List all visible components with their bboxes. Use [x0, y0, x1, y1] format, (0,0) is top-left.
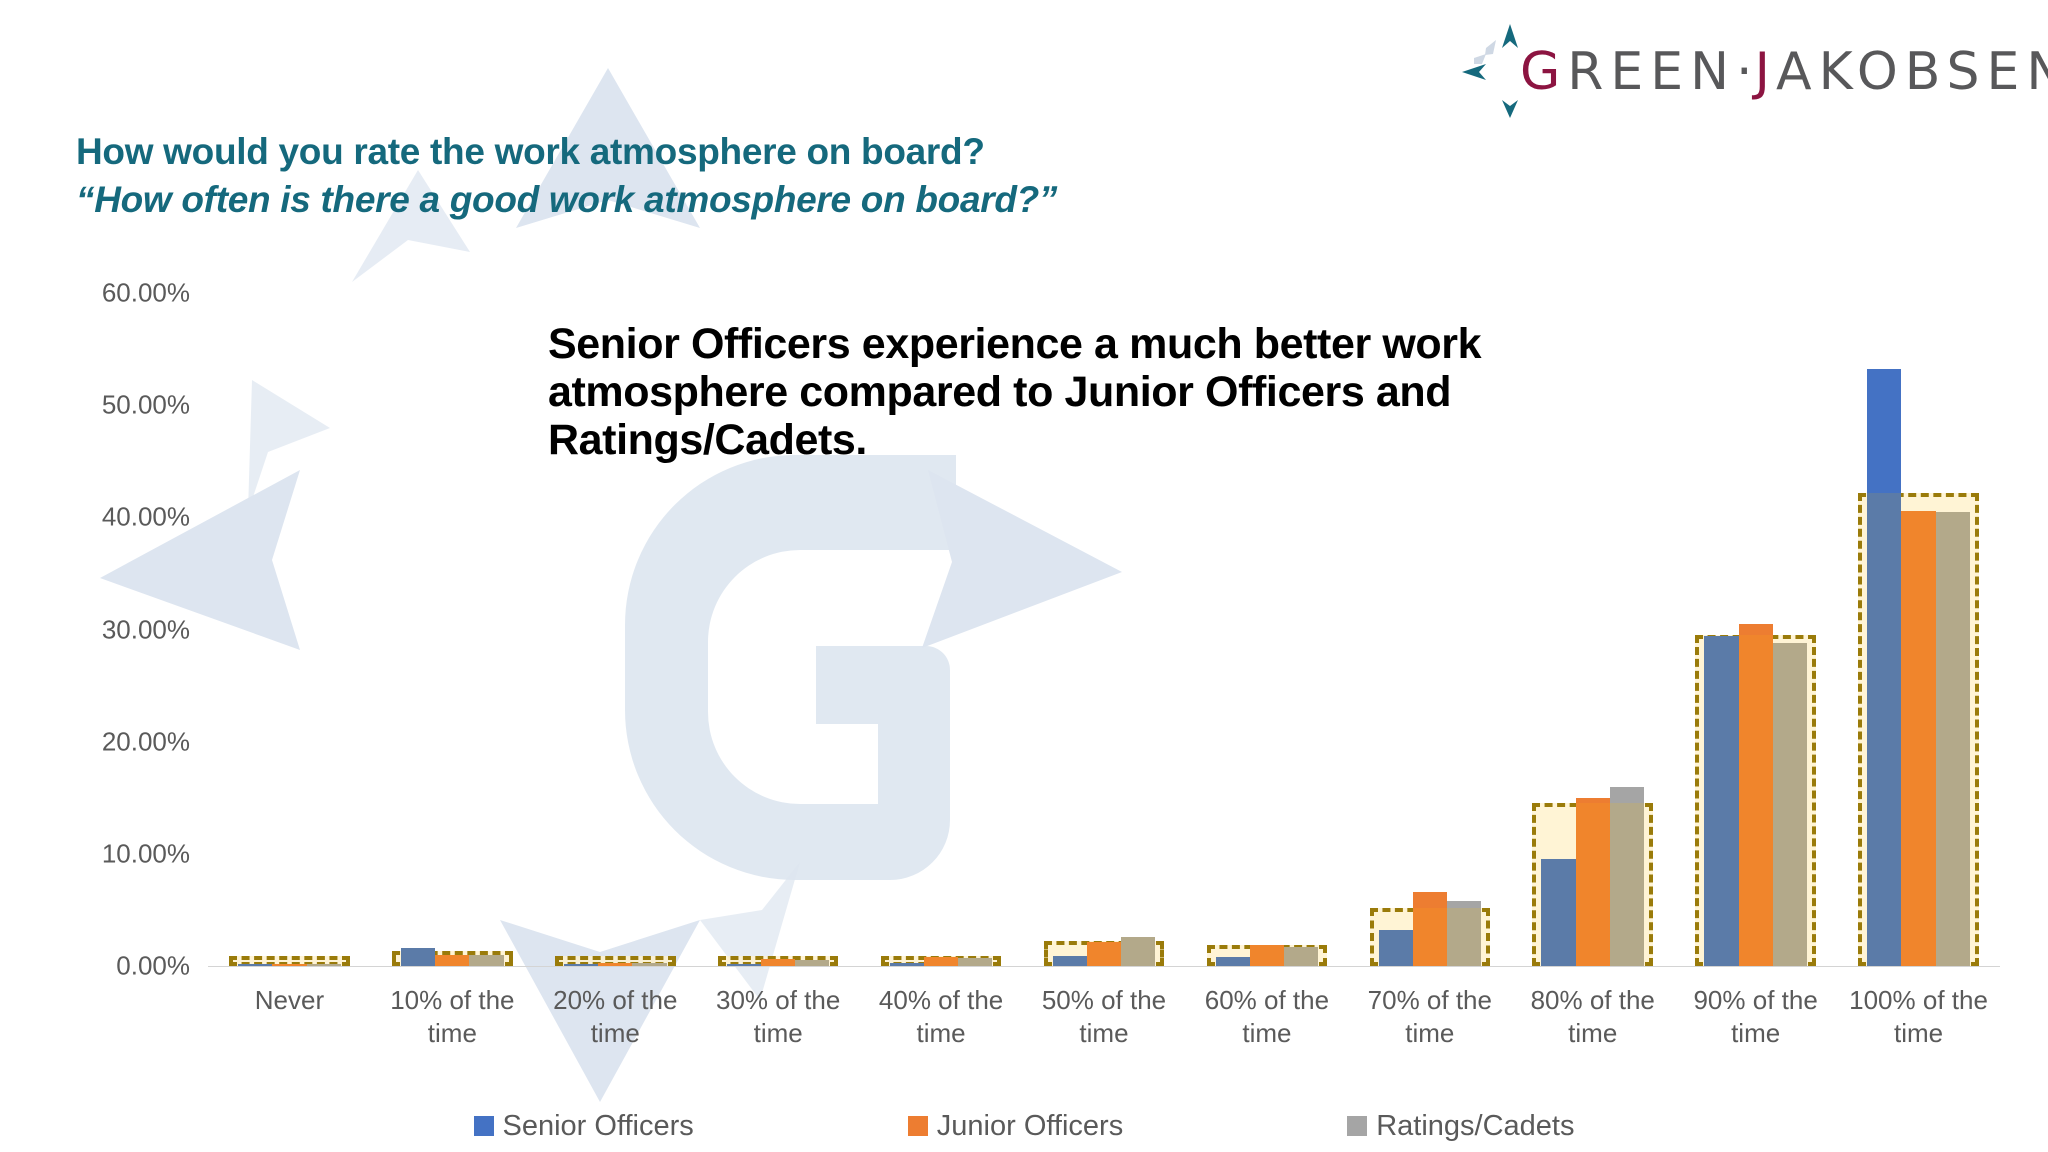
bar-junior-officers — [1249, 944, 1284, 966]
x-axis-tick-label: 20% of the time — [553, 985, 678, 1049]
bar-senior-officers — [1704, 636, 1739, 966]
legend-label: Junior Officers — [936, 1109, 1124, 1142]
x-axis-tick-label: 40% of the time — [878, 985, 1004, 1049]
page-title: How would you rate the work atmosphere o… — [76, 131, 985, 172]
logo-letter-g: G — [1520, 42, 1568, 102]
bar-junior-officers — [1738, 623, 1773, 966]
bar-ratings-cadets — [795, 960, 830, 966]
x-axis-tick-label: 60% of the time — [1204, 985, 1330, 1049]
company-logo: GREEN·JAKOBSEN — [1452, 14, 2048, 124]
bar-senior-officers — [726, 963, 762, 966]
x-axis-tick-label: 30% of the time — [716, 985, 841, 1049]
bar-junior-officers — [923, 957, 959, 966]
bar-senior-officers — [1215, 957, 1250, 966]
y-axis-tick-label: 30.00% — [101, 614, 190, 644]
bar-ratings-cadets — [958, 958, 993, 966]
bar-junior-officers — [272, 963, 307, 966]
insight-callout: Senior Officers experience a much better… — [548, 320, 1482, 465]
bar-ratings-cadets — [1284, 946, 1319, 966]
bar-ratings-cadets — [632, 962, 667, 966]
bar-segment-above-highlight — [1446, 900, 1482, 908]
y-axis-tick-label: 50.00% — [101, 389, 190, 420]
bar-senior-officers — [1867, 369, 1902, 966]
bar-junior-officers — [598, 962, 633, 966]
x-axis-tick-label: 10% of the time — [390, 985, 515, 1049]
logo-wordmark: GREEN·JAKOBSEN — [1520, 42, 2048, 102]
bar-junior-officers — [1901, 510, 1936, 966]
logo-letter-j: J — [1754, 42, 1776, 102]
x-axis-tick-label: 90% of the time — [1693, 985, 1818, 1049]
y-axis-tick-label: 10.00% — [101, 838, 190, 869]
bar-segment-above-highlight — [1412, 891, 1447, 908]
x-axis-tick-label: 80% of the time — [1530, 985, 1655, 1049]
title-block: How would you rate the work atmosphere o… — [76, 130, 1057, 221]
legend-label: Senior Officers — [502, 1109, 694, 1142]
bar-junior-officers — [1575, 797, 1610, 966]
bar-ratings-cadets — [469, 954, 504, 966]
logo-separator: · — [1736, 42, 1755, 102]
bar-senior-officers — [238, 964, 273, 966]
legend-swatch-icon — [907, 1116, 928, 1136]
bar-ratings-cadets — [1609, 786, 1645, 966]
legend-swatch-icon — [473, 1116, 494, 1136]
bar-senior-officers — [1378, 930, 1413, 966]
bar-junior-officers — [761, 959, 796, 966]
bar-senior-officers — [889, 962, 924, 966]
x-axis-tick-label: 100% of the time — [1849, 985, 1988, 1049]
bar-junior-officers — [1086, 942, 1122, 966]
bar-ratings-cadets — [1446, 900, 1482, 966]
x-axis-tick-label: 70% of the time — [1367, 985, 1492, 1049]
bar-ratings-cadets — [1935, 511, 1970, 966]
bar-segment-above-highlight — [1609, 786, 1645, 804]
bar-segment-above-highlight — [1738, 623, 1773, 636]
x-axis-tick-label: 50% of the time — [1041, 985, 1167, 1049]
y-axis-tick-label: 20.00% — [101, 726, 190, 757]
chart-legend: Senior Officers Junior Officers Ratings/Ca… — [0, 1100, 2048, 1152]
legend-label: Ratings/Cadets — [1376, 1109, 1575, 1142]
logo-green-text: REEN — [1567, 42, 1737, 102]
bar-junior-officers — [1412, 891, 1447, 966]
logo-jakobsen-text: AKOBSEN — [1776, 42, 2048, 102]
bar-ratings-cadets — [1772, 642, 1807, 966]
page-subtitle: “How often is there a good work atmosphe… — [76, 178, 1058, 220]
bar-senior-officers — [1052, 955, 1087, 966]
bar-segment-above-highlight — [1867, 369, 1902, 493]
bar-senior-officers — [401, 948, 436, 966]
bar-junior-officers — [435, 954, 470, 966]
legend-item-senior-officers[interactable]: Senior Officers — [473, 1109, 694, 1143]
x-axis-tick-label: Never — [254, 985, 325, 1015]
bar-ratings-cadets — [306, 963, 341, 966]
bar-ratings-cadets — [1121, 936, 1156, 966]
logo-arrow-marks — [1462, 24, 1518, 118]
y-axis-tick-label: 0.00% — [116, 950, 190, 981]
bar-segment-above-highlight — [1575, 797, 1610, 804]
x-axis-line — [208, 966, 2000, 967]
legend-swatch-icon — [1347, 1116, 1368, 1136]
y-axis-tick-label: 40.00% — [101, 501, 190, 532]
bar-senior-officers — [1541, 859, 1576, 966]
bar-senior-officers — [563, 963, 599, 966]
legend-item-junior-officers[interactable]: Junior Officers — [907, 1109, 1124, 1143]
y-axis-tick-label: 60.00% — [101, 277, 190, 308]
legend-item-ratings-cadets[interactable]: Ratings/Cadets — [1347, 1110, 1574, 1143]
